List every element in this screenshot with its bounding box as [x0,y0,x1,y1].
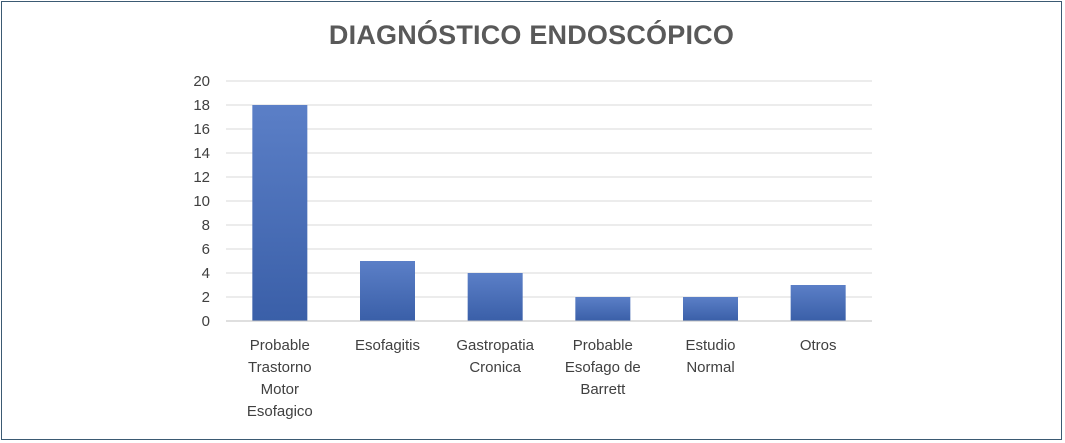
y-tick-label: 14 [193,145,210,162]
x-category-label: Esofagitis [355,337,420,354]
gridlines [226,80,872,322]
x-category-label: Estudio [685,337,735,354]
y-tick-label: 0 [202,313,210,330]
y-tick-label: 10 [193,193,210,210]
bar [790,285,846,321]
y-tick-label: 6 [202,241,210,258]
x-category-label: Barrett [580,381,626,398]
x-category-label: Motor [261,381,299,398]
x-category-label: Probable [250,337,310,354]
bars [252,105,846,321]
bar [360,261,415,321]
y-tick-label: 18 [193,97,210,114]
y-tick-label: 16 [193,121,210,138]
bar [467,273,523,321]
bar [683,297,738,321]
x-category-label: Probable [573,337,633,354]
x-category-label: Gastropatia [456,337,534,354]
x-category-label: Cronica [469,359,521,376]
y-axis: 0 2 4 6 8 10 12 14 16 18 20 [193,73,210,330]
x-category-label: Normal [686,359,734,376]
bar [252,105,308,321]
chart-title: DIAGNÓSTICO ENDOSCÓPICO [328,20,735,50]
y-tick-label: 20 [193,73,210,90]
x-category-label: Trastorno [248,359,312,376]
x-category-label: Esofagico [247,403,313,420]
y-tick-label: 2 [202,289,210,306]
y-tick-label: 12 [193,169,210,186]
bar [575,297,631,321]
y-tick-label: 4 [202,265,210,282]
y-tick-label: 8 [202,217,210,234]
x-category-label: Otros [800,337,837,354]
x-axis: Probable Trastorno Motor Esofagico Esofagiti… [226,320,872,420]
x-category-label: Esofago de [565,359,641,376]
